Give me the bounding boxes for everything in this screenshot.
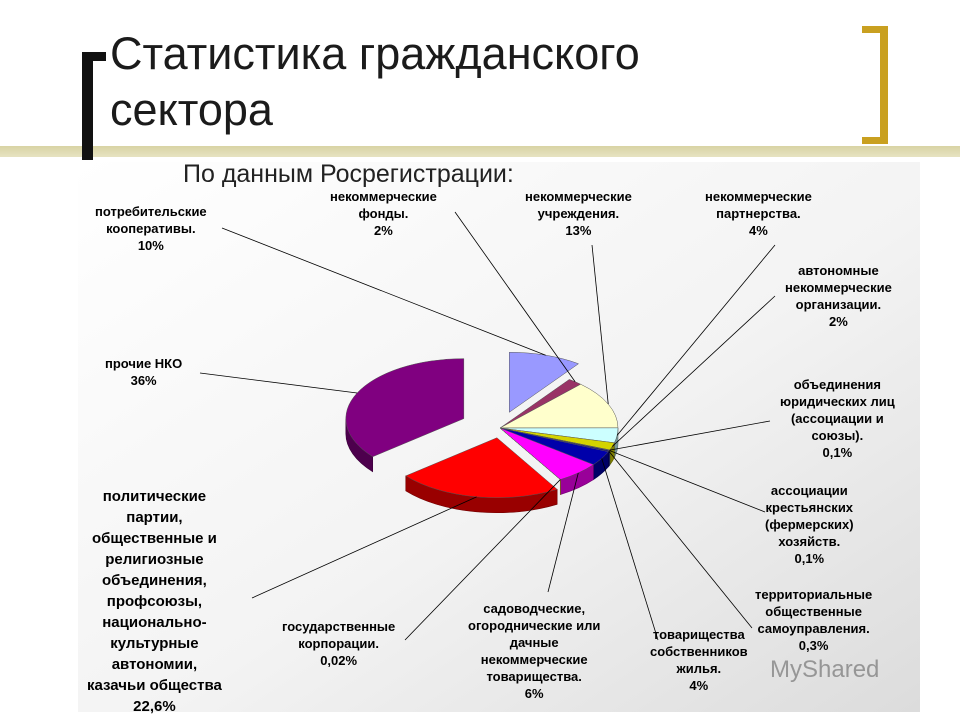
pie-label-name-line: автономные	[798, 263, 879, 278]
myshared-watermark: MyShared	[770, 656, 880, 683]
pie-label-name-line: союзы).	[811, 428, 864, 443]
pie-label-value: 6%	[524, 686, 544, 701]
pie-label-name-line: жилья.	[676, 661, 722, 676]
pie-label-name-line: прочие НКО	[105, 356, 183, 371]
pie-slice	[499, 383, 619, 429]
pie-label-name-line: юридических лиц	[780, 394, 895, 409]
pie-label-name-line: организации.	[795, 297, 882, 312]
pie-label-name-line: (ассоциации и	[790, 411, 884, 426]
pie-label-value: 0,02%	[320, 653, 358, 668]
pie-label: некоммерческие учреждения. 13%	[525, 188, 632, 239]
pie-label: некоммерческие партнерства. 4%	[705, 188, 812, 239]
pie-label-name-line: некоммерческие	[525, 189, 632, 204]
pie-label-name-line: казачьи общества	[87, 677, 222, 694]
pie-leader-line	[612, 295, 776, 447]
pie-label-name-line: хозяйств.	[778, 534, 841, 549]
slide-subtitle: По данным Росрегистрации:	[183, 160, 514, 188]
pie-label-value: 4%	[749, 223, 768, 238]
pie-label-name-line: фонды.	[358, 206, 409, 221]
pie-label-name-line: некоммерческие	[785, 280, 892, 295]
left-bracket-decoration	[82, 52, 106, 160]
pie-leader-line	[601, 458, 659, 641]
pie-label-name-line: собственников	[650, 644, 748, 659]
pie-leader-line	[609, 450, 766, 513]
pie-label-name-line: потребительские	[95, 204, 207, 219]
pie-label-name-line: некоммерческие	[705, 189, 812, 204]
pie-label-name-line: объединения	[793, 377, 881, 392]
title-underline-stripe	[0, 146, 960, 157]
pie-label-value: 13%	[565, 223, 592, 238]
pie-label: политические партии, общественные и религио…	[87, 486, 222, 717]
pie-label-name-line: огороднические или	[468, 618, 601, 633]
pie-label-name-line: национально-	[102, 614, 207, 631]
chart-plot-area	[78, 162, 920, 712]
pie-label-value: 0,1%	[822, 445, 853, 460]
pie-label-name-line: профсоюзы,	[106, 593, 203, 610]
pie-label-name-line: автономии,	[111, 656, 198, 673]
pie-label-name-line: некоммерческие	[480, 652, 588, 667]
pie-label-name-line: товарищества.	[486, 669, 582, 684]
pie-label-name-line: ассоциации	[770, 483, 848, 498]
pie-slice	[405, 437, 558, 498]
pie-label: автономные некоммерческие организации. 2%	[785, 262, 892, 330]
pie-label-name-line: дачные	[509, 635, 559, 650]
pie-label-value: 4%	[689, 678, 709, 693]
pie-label-name-line: государственные	[282, 619, 396, 634]
pie-leader-line	[616, 244, 776, 436]
pie-label-name-line: общественные и	[91, 530, 217, 547]
pie-label-name-line: общественные	[765, 604, 862, 619]
pie-label-value: 22,6%	[133, 698, 176, 715]
pie-label-name-line: садоводческие,	[483, 601, 586, 616]
pie-label-name-line: культурные	[110, 635, 199, 652]
pie-label-name-line: самоуправления.	[757, 621, 870, 636]
pie-label: объединения юридических лиц (ассоциации и с…	[780, 376, 895, 461]
pie-leader-line	[547, 472, 579, 593]
pie-label-name-line: учреждения.	[537, 206, 620, 221]
pie-label-name-line: партнерства.	[716, 206, 801, 221]
right-bracket-decoration	[862, 26, 888, 144]
pie-label: садоводческие, огороднические или дачные не…	[468, 600, 600, 702]
pie-leader-line	[199, 372, 358, 394]
pie-leader-line	[221, 227, 546, 356]
pie-label: территориальные общественные самоуправлени…	[755, 586, 872, 654]
pie-label-name-line: крестьянских	[765, 500, 854, 515]
pie-leader-line	[609, 420, 771, 451]
pie-label-value: 0,1%	[794, 551, 825, 566]
pie-label-name-line: корпорации.	[298, 636, 380, 651]
pie-label-value: 2%	[829, 314, 848, 329]
pie-label-value: 10%	[137, 238, 164, 253]
pie-label-name-line: кооперативы.	[106, 221, 196, 236]
pie-label: потребительские кооперативы. 10%	[95, 203, 207, 254]
pie-leader-line	[404, 479, 561, 641]
pie-label-name-line: религиозные	[105, 551, 204, 568]
pie-label-name-line: территориальные	[755, 587, 873, 602]
slide-title: Статистика гражданского сектора	[110, 26, 850, 138]
pie-leader-line	[454, 211, 576, 382]
pie-label-name-line: объединения,	[102, 572, 207, 589]
slide-title-line: сектора	[110, 84, 273, 135]
pie-label-name-line: политические	[102, 488, 207, 505]
pie-label-name-line: партии,	[126, 509, 183, 526]
pie-leader-line	[608, 450, 753, 629]
pie-label: государственные корпорации. 0,02%	[282, 618, 395, 669]
pie-label-name-line: товарищества	[652, 627, 745, 642]
pie-label-value: 2%	[374, 223, 393, 238]
pie-label: товарищества собственников жилья. 4%	[650, 626, 748, 694]
pie-leader-line	[251, 496, 477, 599]
pie-label-value: 36%	[130, 373, 157, 388]
slide-title-line: Статистика гражданского	[110, 28, 640, 79]
pie-label: прочие НКО 36%	[105, 355, 182, 389]
pie-label: ассоциации крестьянских (фермерских) хозяйс…	[765, 482, 854, 567]
pie-label-name-line: (фермерских)	[765, 517, 854, 532]
pie-slice	[345, 358, 465, 458]
pie-label: некоммерческие фонды. 2%	[330, 188, 437, 239]
pie-label-name-line: некоммерческие	[330, 189, 437, 204]
pie-leader-line	[591, 244, 609, 405]
pie-label-value: 0,3%	[798, 638, 829, 653]
